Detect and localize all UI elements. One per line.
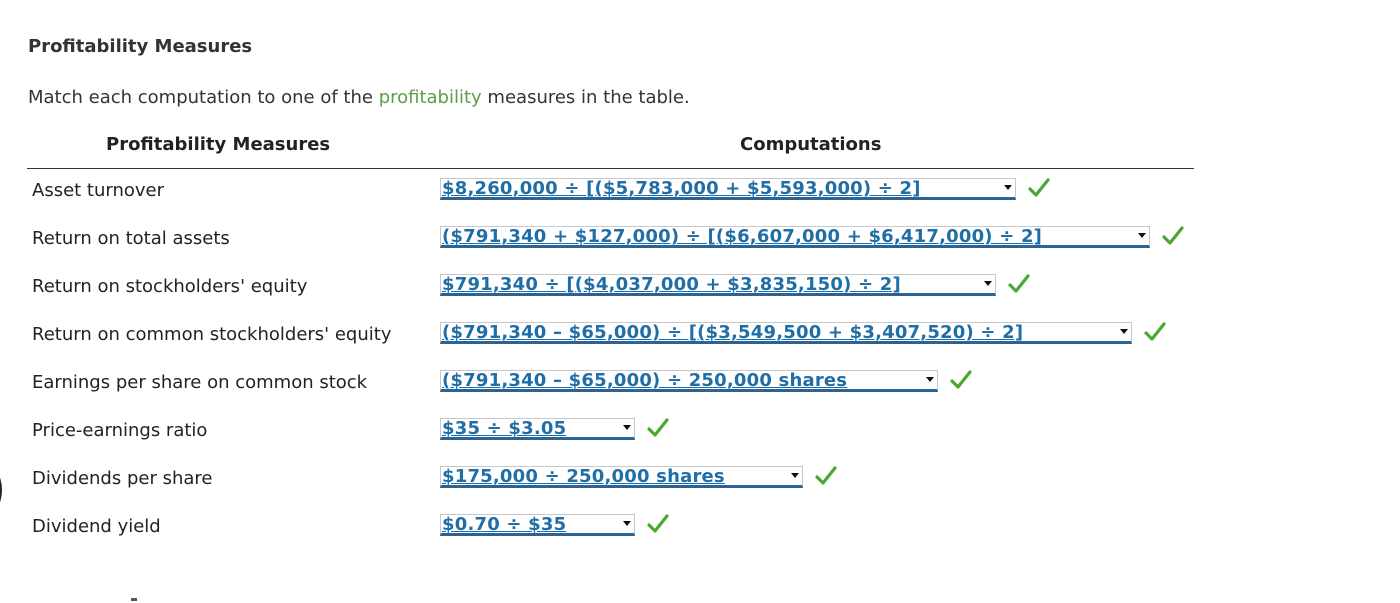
check-icon xyxy=(950,370,972,389)
measure-label: Price-earnings ratio xyxy=(32,420,208,441)
computation-dropdown[interactable]: ($791,340 – $65,000) ÷ 250,000 shares xyxy=(440,370,938,392)
dropdown-selected-value: ($791,340 – $65,000) ÷ 250,000 shares xyxy=(442,370,848,391)
measure-label: Return on total assets xyxy=(32,228,230,249)
dropdown-arrow-icon xyxy=(1120,329,1128,334)
dropdown-arrow-icon xyxy=(623,521,631,526)
instructions: Match each computation to one of the pro… xyxy=(28,87,690,108)
dropdown-selected-value: ($791,340 + $127,000) ÷ [($6,607,000 + $… xyxy=(442,226,1043,247)
dropdown-arrow-icon xyxy=(984,281,992,286)
instructions-text-end: measures in the table. xyxy=(481,87,690,108)
dropdown-selected-value: $35 ÷ $3.05 xyxy=(442,418,567,439)
table-header: Profitability Measures Computations xyxy=(27,130,1194,169)
page-title: Profitability Measures xyxy=(28,36,253,57)
floating-circle-button[interactable] xyxy=(0,462,2,518)
measure-label: Dividend yield xyxy=(32,516,161,537)
dropdown-selected-value: $8,260,000 ÷ [($5,783,000 + $5,593,000) … xyxy=(442,178,921,199)
computation-dropdown[interactable]: $791,340 ÷ [($4,037,000 + $3,835,150) ÷ … xyxy=(440,274,996,296)
check-icon xyxy=(1144,322,1166,341)
table-row: Price-earnings ratio $35 ÷ $3.05 xyxy=(27,409,1194,457)
check-icon xyxy=(1028,178,1050,197)
computation-dropdown[interactable]: $175,000 ÷ 250,000 shares xyxy=(440,466,803,488)
computation-dropdown[interactable]: ($791,340 + $127,000) ÷ [($6,607,000 + $… xyxy=(440,226,1150,248)
measure-label: Return on stockholders' equity xyxy=(32,276,308,297)
dropdown-arrow-icon xyxy=(926,377,934,382)
column-header-computations: Computations xyxy=(740,134,882,155)
partial-text-fragment xyxy=(131,598,137,601)
dropdown-arrow-icon xyxy=(1004,185,1012,190)
check-icon xyxy=(647,514,669,533)
table-row: Dividends per share $175,000 ÷ 250,000 s… xyxy=(27,457,1194,505)
table-row: Asset turnover $8,260,000 ÷ [($5,783,000… xyxy=(27,169,1194,217)
check-icon xyxy=(647,418,669,437)
computation-dropdown[interactable]: $8,260,000 ÷ [($5,783,000 + $5,593,000) … xyxy=(440,178,1016,200)
matching-table: Profitability Measures Computations Asse… xyxy=(27,130,1194,553)
measure-label: Return on common stockholders' equity xyxy=(32,324,392,345)
dropdown-selected-value: $0.70 ÷ $35 xyxy=(442,514,567,535)
table-row: Earnings per share on common stock ($791… xyxy=(27,361,1194,409)
table-row: Return on total assets ($791,340 + $127,… xyxy=(27,217,1194,265)
computation-dropdown[interactable]: $0.70 ÷ $35 xyxy=(440,514,635,536)
computation-dropdown[interactable]: $35 ÷ $3.05 xyxy=(440,418,635,440)
measure-label: Dividends per share xyxy=(32,468,213,489)
measure-label: Earnings per share on common stock xyxy=(32,372,368,393)
computation-dropdown[interactable]: ($791,340 – $65,000) ÷ [($3,549,500 + $3… xyxy=(440,322,1132,344)
dropdown-selected-value: ($791,340 – $65,000) ÷ [($3,549,500 + $3… xyxy=(442,322,1024,343)
check-icon xyxy=(1008,274,1030,293)
glossary-term-link[interactable]: profitability xyxy=(378,87,482,108)
dropdown-selected-value: $175,000 ÷ 250,000 shares xyxy=(442,466,725,487)
instructions-text-start: Match each computation to one of the xyxy=(28,87,379,108)
dropdown-arrow-icon xyxy=(1138,233,1146,238)
table-row: Return on common stockholders' equity ($… xyxy=(27,313,1194,361)
check-icon xyxy=(1162,226,1184,245)
measure-label: Asset turnover xyxy=(32,180,165,201)
table-row: Return on stockholders' equity $791,340 … xyxy=(27,265,1194,313)
table-row: Dividend yield $0.70 ÷ $35 xyxy=(27,505,1194,553)
dropdown-selected-value: $791,340 ÷ [($4,037,000 + $3,835,150) ÷ … xyxy=(442,274,901,295)
table-body: Asset turnover $8,260,000 ÷ [($5,783,000… xyxy=(27,169,1194,553)
check-icon xyxy=(815,466,837,485)
dropdown-arrow-icon xyxy=(791,473,799,478)
column-header-measures: Profitability Measures xyxy=(106,134,331,155)
dropdown-arrow-icon xyxy=(623,425,631,430)
